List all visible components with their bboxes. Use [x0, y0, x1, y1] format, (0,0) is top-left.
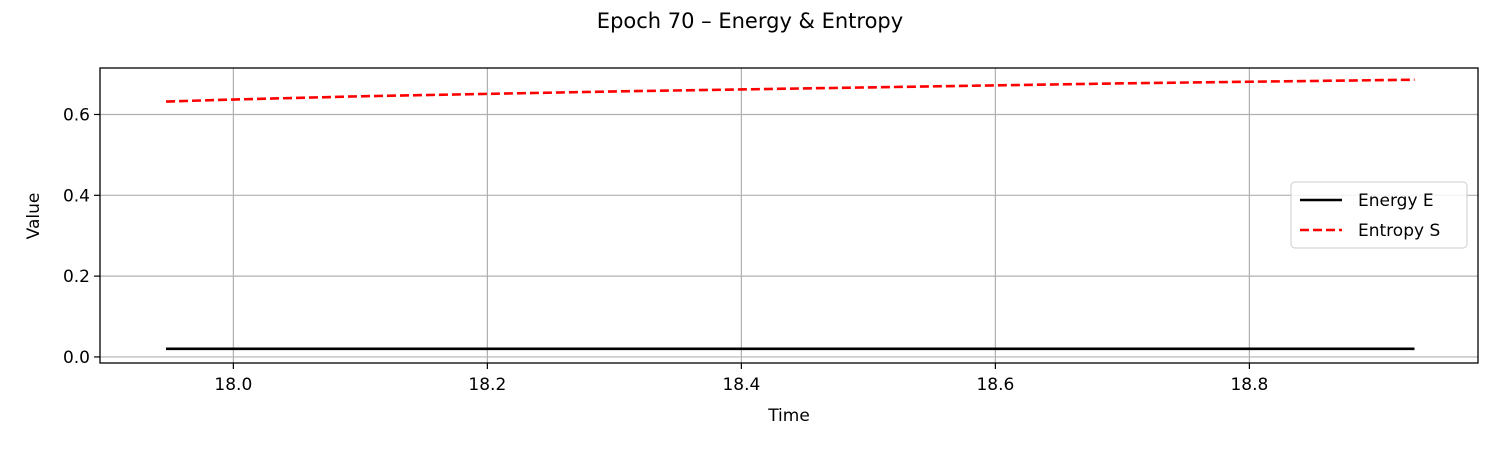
legend-label-entropy: Entropy S: [1358, 221, 1440, 241]
series-line-entropy-s: [166, 78, 1415, 103]
y-tick-label: 0.0: [63, 348, 90, 368]
x-tick-label: 18.2: [468, 375, 506, 395]
grid: [100, 68, 1478, 363]
y-tick-label: 0.2: [63, 267, 90, 287]
x-axis-label: Time: [767, 406, 810, 426]
chart-title: Epoch 70 – Energy & Entropy: [597, 9, 903, 33]
y-axis-label: Value: [24, 193, 44, 240]
legend-label-energy: Energy E: [1358, 191, 1434, 211]
x-axis-ticks: 18.0 18.2 18.4 18.6 18.8: [214, 363, 1268, 395]
y-tick-label: 0.6: [63, 105, 90, 125]
legend: Energy E Entropy S: [1290, 181, 1468, 249]
x-tick-label: 18.8: [1230, 375, 1268, 395]
legend-box: [1290, 181, 1468, 249]
y-tick-label: 0.4: [63, 186, 90, 206]
series-lines: [166, 78, 1415, 351]
x-tick-label: 18.0: [214, 375, 252, 395]
x-tick-label: 18.4: [722, 375, 760, 395]
x-tick-label: 18.6: [976, 375, 1014, 395]
plot-frame: [99, 67, 1479, 364]
y-axis-ticks: 0.0 0.2 0.4 0.6: [63, 105, 100, 368]
